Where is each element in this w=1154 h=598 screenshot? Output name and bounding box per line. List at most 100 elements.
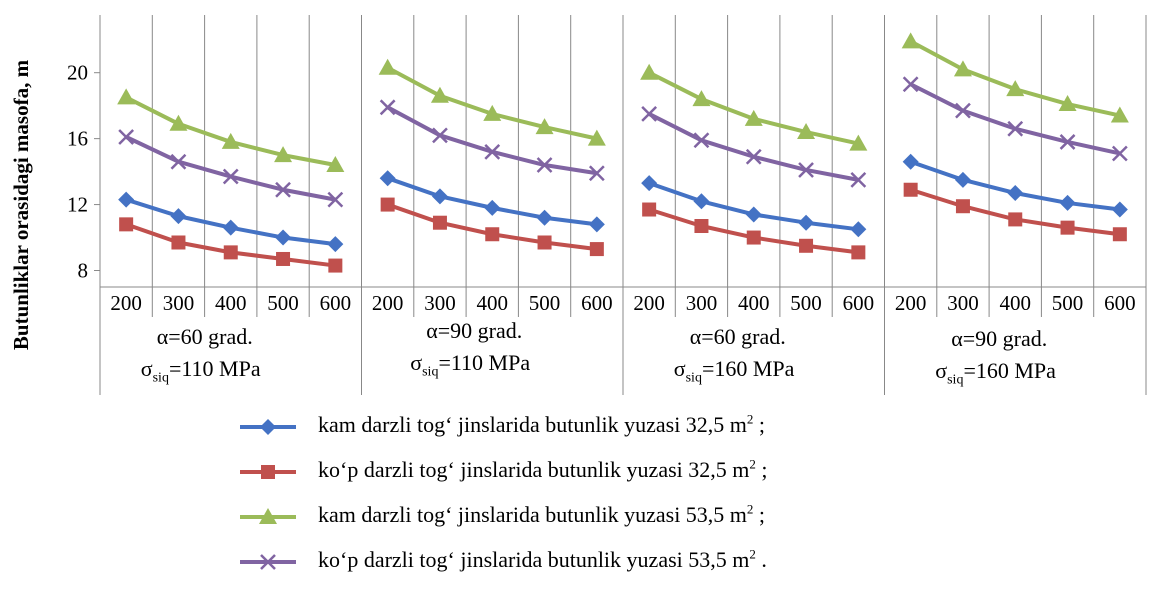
x-tick-label: 400	[477, 291, 509, 315]
data-point	[641, 106, 658, 122]
x-tick-label: 400	[738, 291, 770, 315]
group-alpha: α=60 grad.	[689, 324, 786, 349]
data-point	[693, 193, 710, 210]
group-alpha: α=90 grad.	[426, 318, 523, 343]
data-point	[221, 132, 240, 149]
data-point	[955, 102, 971, 119]
data-point	[797, 123, 816, 140]
data-point	[955, 199, 970, 214]
data-point	[1007, 120, 1024, 137]
x-tick-label: 200	[110, 291, 142, 315]
data-point	[746, 230, 761, 245]
data-point	[379, 170, 396, 187]
data-point	[850, 171, 867, 188]
legend-item: kam darzli tog‘ jinslarida butunlik yuza…	[238, 406, 1138, 451]
x-tick-label: 200	[895, 291, 927, 315]
group-sigma: σsiq=160 MPa	[935, 358, 1056, 388]
legend-item: kam darzli tog‘ jinslarida butunlik yuza…	[238, 496, 1138, 541]
data-point	[537, 235, 552, 250]
data-point	[1058, 95, 1077, 112]
y-tick-label: 12	[67, 193, 88, 217]
data-point	[276, 251, 291, 266]
y-tick-label: 16	[67, 127, 88, 151]
data-point	[275, 181, 291, 198]
data-point	[1008, 212, 1023, 227]
x-tick-label: 500	[790, 291, 822, 315]
data-point	[851, 245, 866, 260]
x-tick-label: 300	[163, 291, 195, 315]
data-point	[119, 217, 134, 232]
x-tick-label: 500	[267, 291, 299, 315]
legend-swatch	[240, 554, 296, 570]
data-point	[118, 191, 135, 208]
data-point	[745, 148, 762, 165]
data-point	[640, 63, 659, 80]
x-tick-label: 300	[947, 291, 979, 315]
data-point	[171, 235, 186, 250]
legend-item: ko‘p darzli tog‘ jinslarida butunlik yuz…	[238, 451, 1138, 496]
legend: kam darzli tog‘ jinslarida butunlik yuza…	[238, 406, 1138, 586]
legend-label: kam darzli tog‘ jinslarida butunlik yuza…	[318, 411, 766, 437]
series-line	[909, 39, 1121, 118]
data-point	[483, 104, 502, 121]
data-point	[378, 58, 397, 75]
data-point	[953, 60, 972, 77]
data-point	[587, 129, 606, 146]
data-point	[170, 208, 187, 225]
data-point	[693, 132, 710, 149]
group-sigma: σsiq=110 MPa	[140, 356, 261, 386]
data-point	[431, 188, 448, 205]
data-point	[798, 162, 814, 178]
data-point	[118, 129, 135, 145]
data-point	[588, 165, 605, 182]
data-point	[850, 221, 867, 238]
y-axis-title: Butunliklar orasidagi masofa, m	[9, 59, 33, 350]
group-condition-label: α=60 grad. σsiq=110 MPa	[141, 321, 261, 385]
data-point	[642, 202, 657, 217]
data-point	[1060, 220, 1075, 235]
x-tick-label: 500	[529, 291, 561, 315]
data-point	[432, 127, 448, 144]
legend-item: ko‘p darzli tog‘ jinslarida butunlik yuz…	[238, 541, 1138, 586]
group-condition-label: α=60 grad. σsiq=160 MPa	[674, 321, 795, 385]
legend-label: kam darzli tog‘ jinslarida butunlik yuza…	[318, 501, 766, 527]
data-point	[484, 199, 501, 216]
data-point	[902, 153, 919, 170]
data-point	[692, 90, 711, 107]
data-point	[259, 508, 277, 524]
data-point	[641, 175, 658, 192]
data-point	[222, 168, 239, 185]
data-point	[260, 554, 276, 570]
x-tick-label: 400	[1000, 291, 1032, 315]
data-point	[799, 238, 814, 253]
series-line	[386, 65, 598, 141]
data-point	[536, 157, 553, 173]
data-point	[485, 227, 500, 242]
x-tick-label: 600	[581, 291, 613, 315]
data-point	[261, 465, 275, 479]
data-point	[222, 219, 239, 236]
legend-swatch	[240, 419, 296, 435]
series-line	[648, 70, 859, 146]
group-sigma: σsiq=160 MPa	[673, 356, 795, 386]
group-condition-label: α=90 grad. σsiq=160 MPa	[935, 323, 1056, 387]
series-line	[125, 95, 336, 167]
legend-swatch	[240, 465, 296, 479]
data-point	[954, 171, 971, 188]
data-point	[694, 219, 709, 234]
data-point	[536, 209, 553, 226]
data-point	[379, 99, 396, 116]
data-point	[1112, 227, 1127, 242]
data-point	[169, 114, 188, 131]
data-point	[849, 134, 868, 151]
data-point	[1007, 185, 1024, 202]
legend-swatch	[240, 508, 296, 524]
data-point	[170, 153, 187, 170]
legend-label: ko‘p darzli tog‘ jinslarida butunlik yuz…	[318, 456, 768, 482]
x-tick-label: 400	[215, 291, 247, 315]
group-alpha: α=90 grad.	[951, 326, 1048, 351]
y-tick-label: 20	[67, 61, 88, 85]
data-point	[274, 146, 293, 163]
x-tick-label: 600	[843, 291, 875, 315]
data-point	[1006, 80, 1025, 97]
